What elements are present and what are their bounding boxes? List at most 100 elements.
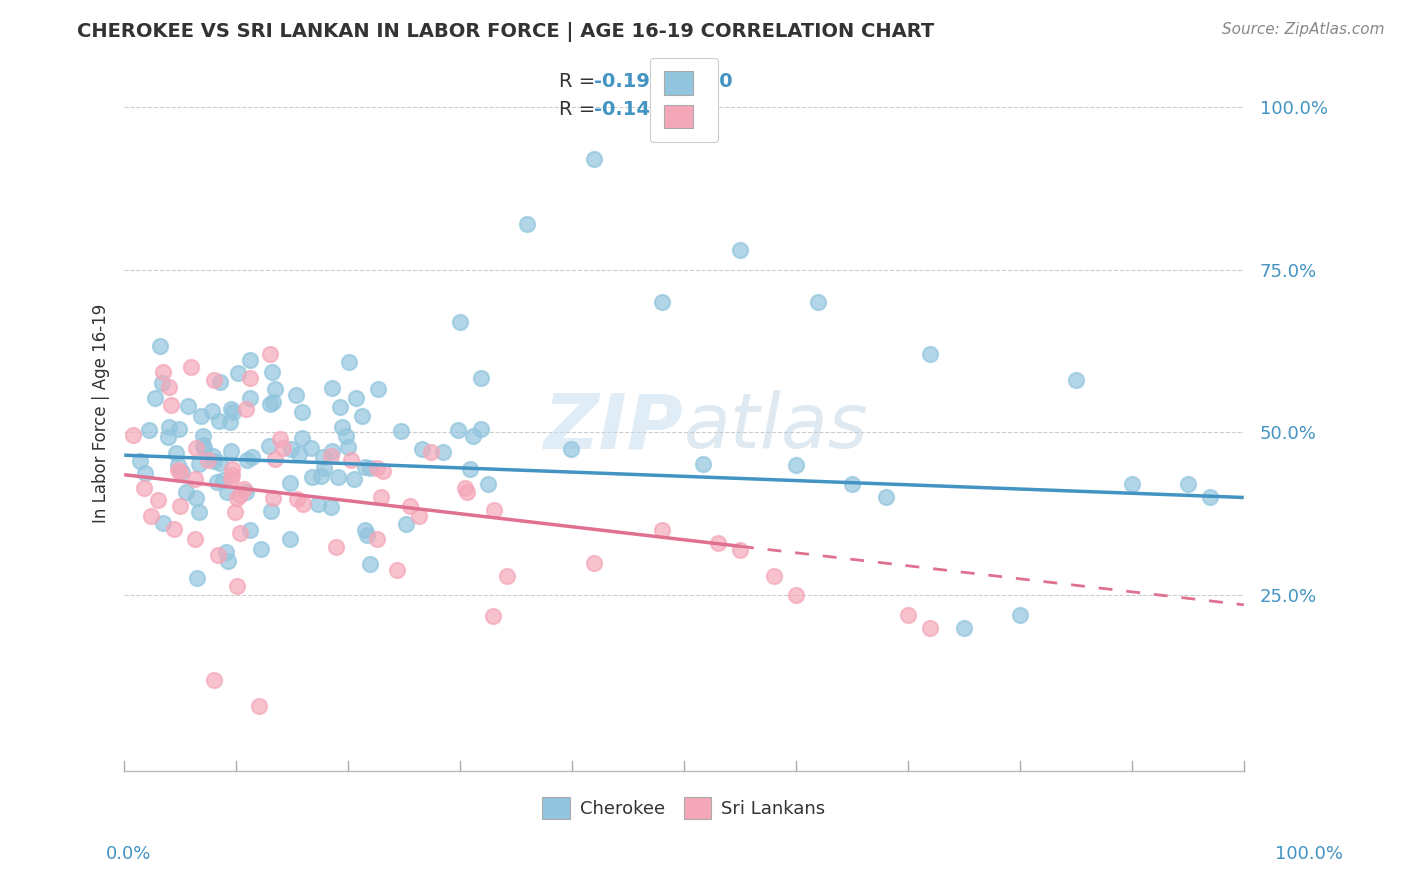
Point xyxy=(482,503,505,517)
Point xyxy=(190,409,212,423)
Point xyxy=(239,524,262,538)
Point xyxy=(785,458,807,472)
Point xyxy=(1121,477,1143,491)
Point xyxy=(314,461,336,475)
Point xyxy=(217,485,239,500)
Point xyxy=(495,569,517,583)
Point xyxy=(728,542,751,557)
Point xyxy=(516,217,538,231)
Point xyxy=(222,405,245,419)
Point xyxy=(280,442,302,456)
Point xyxy=(219,472,242,486)
Point xyxy=(399,499,422,513)
Point xyxy=(150,376,173,390)
Point xyxy=(152,365,174,379)
Point xyxy=(170,465,193,479)
Point xyxy=(278,533,301,547)
Point xyxy=(454,481,477,495)
Point xyxy=(1199,491,1222,505)
Point xyxy=(225,491,247,505)
Point xyxy=(389,425,412,439)
Point xyxy=(285,491,308,506)
Point xyxy=(134,466,156,480)
Point xyxy=(337,354,360,368)
Point xyxy=(201,404,224,418)
Point xyxy=(183,532,205,546)
Text: CHEROKEE VS SRI LANKAN IN LABOR FORCE | AGE 16-19 CORRELATION CHART: CHEROKEE VS SRI LANKAN IN LABOR FORCE | … xyxy=(77,22,935,42)
Point xyxy=(186,571,208,585)
Point xyxy=(432,445,454,459)
Point xyxy=(235,402,257,417)
Point xyxy=(1177,477,1199,491)
Point xyxy=(247,698,270,713)
Point xyxy=(335,429,357,443)
Text: R =: R = xyxy=(558,100,602,119)
Point xyxy=(321,449,343,463)
Text: 0.0%: 0.0% xyxy=(105,846,150,863)
Point xyxy=(167,422,190,436)
Point xyxy=(359,461,381,475)
Point xyxy=(129,454,152,468)
Point xyxy=(157,430,180,444)
Point xyxy=(260,503,283,517)
Point xyxy=(449,315,471,329)
Point xyxy=(186,441,208,455)
Point xyxy=(319,500,342,514)
Point xyxy=(157,420,180,434)
Legend: Cherokee, Sri Lankans: Cherokee, Sri Lankans xyxy=(536,789,832,826)
Point xyxy=(180,360,202,375)
Y-axis label: In Labor Force | Age 16-19: In Labor Force | Age 16-19 xyxy=(93,303,110,523)
Point xyxy=(785,588,807,602)
Text: N =: N = xyxy=(657,100,700,119)
Point xyxy=(257,439,280,453)
Point xyxy=(692,457,714,471)
Point xyxy=(330,420,353,434)
Point xyxy=(132,481,155,495)
Point xyxy=(299,441,322,455)
Point xyxy=(321,444,343,458)
Point xyxy=(215,545,238,559)
Point xyxy=(219,415,242,429)
Point xyxy=(288,447,311,461)
Point xyxy=(326,470,349,484)
Point xyxy=(226,579,249,593)
Point xyxy=(236,453,259,467)
Point xyxy=(354,459,377,474)
Point xyxy=(209,456,232,470)
Point xyxy=(145,391,167,405)
Point xyxy=(217,554,239,568)
Point xyxy=(269,432,291,446)
Point xyxy=(259,397,281,411)
Point xyxy=(167,463,190,477)
Point xyxy=(167,458,190,472)
Text: 100.0%: 100.0% xyxy=(1275,846,1343,863)
Point xyxy=(583,556,606,570)
Point xyxy=(583,152,606,166)
Point xyxy=(208,414,231,428)
Point xyxy=(224,505,246,519)
Point xyxy=(235,485,257,500)
Point xyxy=(329,400,352,414)
Point xyxy=(325,540,347,554)
Point xyxy=(191,437,214,451)
Point xyxy=(278,475,301,490)
Point xyxy=(291,404,314,418)
Point xyxy=(169,465,191,479)
Point xyxy=(353,524,375,538)
Point xyxy=(262,491,284,505)
Point xyxy=(163,522,186,536)
Point xyxy=(350,409,373,424)
Point xyxy=(456,485,478,500)
Point xyxy=(385,563,408,577)
Point xyxy=(301,470,323,484)
Point xyxy=(560,442,582,456)
Text: atlas: atlas xyxy=(683,390,869,464)
Point xyxy=(337,440,360,454)
Point xyxy=(177,399,200,413)
Point xyxy=(211,473,233,487)
Point xyxy=(201,449,224,463)
Point xyxy=(202,454,225,468)
Point xyxy=(285,388,308,402)
Point xyxy=(240,450,263,464)
Point xyxy=(159,398,181,412)
